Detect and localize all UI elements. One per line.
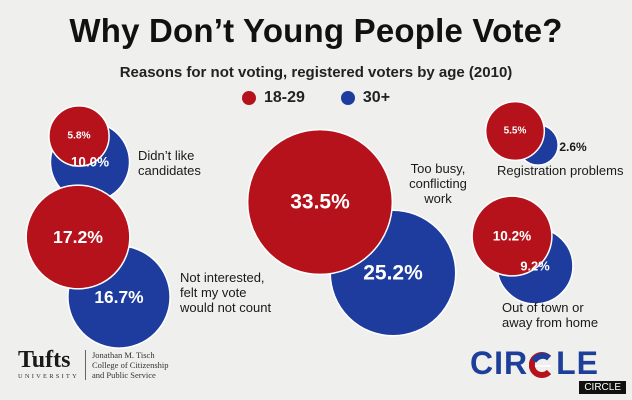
category-label-not-interested: Not interested, felt my vote would not c… xyxy=(180,270,272,315)
legend-item-young: 18-29 xyxy=(241,89,305,107)
circle-logo: CIR LE xyxy=(470,345,599,382)
bubble-young-too-busy xyxy=(246,128,394,276)
value-label-older-didnt-like: 10.0% xyxy=(71,155,109,170)
legend-swatch-young xyxy=(241,91,256,105)
bubble-young-not-interested xyxy=(25,184,131,290)
tufts-wordmark: Tufts xyxy=(18,347,71,373)
legend-swatch-older xyxy=(340,91,355,105)
value-label-young-out-of-town: 10.2% xyxy=(493,229,531,244)
tufts-university-text: UNIVERSITY xyxy=(18,373,79,380)
tisch-college-text: Jonathan M. Tisch College of Citizenship… xyxy=(92,350,169,380)
category-label-registration: Registration problems xyxy=(497,163,624,178)
chart-title: Why Don’t Young People Vote? xyxy=(69,12,563,49)
category-label-didnt-like: Didn’t like candidates xyxy=(138,148,201,178)
flag-c-icon xyxy=(529,351,552,378)
value-label-older-too-busy: 25.2% xyxy=(363,262,423,285)
bubble-young-registration xyxy=(484,100,546,162)
tufts-divider xyxy=(85,350,86,380)
chart-subtitle: Reasons for not voting, registered voter… xyxy=(119,64,513,81)
bubble-young-didnt-like xyxy=(48,105,110,167)
value-label-young-not-interested: 17.2% xyxy=(53,227,103,247)
value-label-young-too-busy: 33.5% xyxy=(290,191,350,214)
legend-label-older: 30+ xyxy=(362,89,391,106)
value-label-older-not-interested: 16.7% xyxy=(94,287,143,307)
tufts-logo: Tufts UNIVERSITY Jonathan M. Tisch Colle… xyxy=(18,348,169,380)
value-label-young-didnt-like: 5.8% xyxy=(67,131,90,142)
circle-logo-left-text: CIR xyxy=(470,345,529,381)
circle-logo-right-text: LE xyxy=(556,345,599,381)
value-label-older-registration: 2.6% xyxy=(559,140,587,154)
legend-item-older: 30+ xyxy=(340,89,391,107)
value-label-older-out-of-town: 9.2% xyxy=(520,259,550,274)
legend-label-young: 18-29 xyxy=(263,89,305,106)
value-label-young-registration: 5.5% xyxy=(504,126,527,137)
circle-watermark-tag: CIRCLE xyxy=(579,381,626,394)
category-label-too-busy: Too busy, conflicting work xyxy=(409,161,467,206)
bubble-young-out-of-town xyxy=(471,195,553,277)
legend: 18-29 30+ xyxy=(0,89,632,107)
category-label-out-of-town: Out of town or away from home xyxy=(502,300,599,330)
